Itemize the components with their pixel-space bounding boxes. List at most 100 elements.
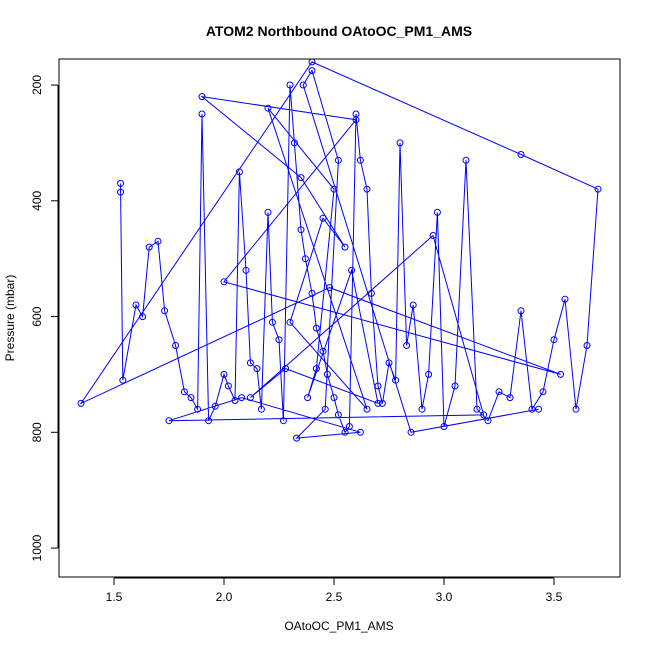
data-point	[572, 405, 580, 413]
data-point	[172, 342, 180, 349]
data-point	[506, 394, 514, 402]
y-tick-label: 1000	[30, 534, 44, 561]
data-point	[161, 307, 169, 315]
data-point	[363, 185, 371, 193]
data-point	[308, 59, 316, 66]
data-point	[440, 423, 448, 430]
data-point	[334, 156, 342, 164]
data-point	[326, 284, 334, 292]
data-point	[297, 174, 305, 182]
data-point	[407, 428, 415, 436]
y-axis: 200 400 600 800 1000	[30, 75, 59, 561]
data-point	[117, 179, 125, 187]
data-point	[462, 156, 470, 164]
data-point	[257, 405, 265, 413]
data-point	[279, 417, 287, 425]
plot-area	[77, 59, 602, 442]
y-tick-label: 200	[30, 75, 44, 95]
data-point	[139, 313, 147, 321]
data-point	[299, 81, 307, 89]
data-point	[198, 93, 206, 101]
data-point	[253, 365, 261, 373]
data-point	[268, 318, 276, 326]
data-point	[194, 405, 202, 413]
data-point	[231, 397, 239, 404]
data-point	[356, 428, 364, 436]
data-point	[297, 226, 305, 234]
chart-title: ATOM2 Northbound OAtoOC_PM1_AMS	[206, 23, 472, 39]
data-point	[312, 365, 320, 373]
x-axis-label: OAtoOC_PM1_AMS	[284, 619, 393, 633]
data-point	[409, 301, 417, 309]
data-point	[396, 139, 404, 147]
data-point	[374, 382, 382, 390]
data-point	[484, 417, 492, 425]
data-point	[528, 405, 536, 413]
x-tick-label: 2.0	[216, 590, 233, 604]
data-point	[321, 405, 329, 413]
data-point	[235, 168, 243, 176]
data-point	[535, 405, 543, 413]
data-point	[246, 359, 254, 367]
data-point	[348, 266, 356, 274]
data-point	[345, 423, 353, 430]
data-point	[264, 104, 272, 112]
data-point	[425, 370, 433, 378]
data-point	[293, 434, 301, 442]
data-point	[205, 417, 213, 425]
series-line	[79, 61, 599, 439]
data-point	[341, 243, 349, 251]
data-point	[418, 405, 426, 413]
data-point	[392, 376, 400, 384]
x-axis: 1.5 2.0 2.5 3.0 3.5	[106, 577, 563, 604]
x-tick-label: 2.5	[326, 590, 343, 604]
y-tick-label: 600	[30, 306, 44, 326]
data-point	[319, 214, 327, 222]
data-point	[433, 208, 441, 216]
data-point	[557, 370, 565, 378]
data-point	[290, 139, 298, 147]
data-point	[165, 417, 173, 425]
data-point	[187, 394, 195, 402]
data-point	[403, 342, 411, 349]
data-point	[385, 359, 393, 367]
data-point	[308, 289, 316, 297]
x-tick-label: 3.0	[436, 590, 453, 604]
data-point	[550, 336, 558, 344]
data-point	[583, 342, 591, 349]
data-point	[242, 266, 250, 274]
data-point	[77, 399, 85, 407]
data-point	[495, 388, 503, 396]
data-point	[594, 185, 602, 193]
data-point	[374, 399, 382, 407]
data-point	[480, 411, 488, 419]
data-point	[145, 243, 153, 251]
data-point	[356, 156, 364, 164]
data-point	[220, 278, 228, 286]
data-point	[517, 151, 525, 158]
data-point	[312, 324, 320, 332]
plot-frame	[58, 58, 621, 578]
data-point	[451, 382, 459, 390]
data-point	[238, 394, 246, 402]
data-point	[330, 394, 338, 402]
data-point	[539, 388, 547, 396]
data-point	[286, 81, 294, 89]
data-point	[330, 185, 338, 193]
x-tick-label: 3.5	[546, 590, 563, 604]
data-point	[224, 382, 232, 390]
data-point	[132, 301, 140, 309]
y-axis-label: Pressure (mbar)	[3, 275, 17, 362]
data-point	[308, 67, 316, 75]
data-point	[334, 411, 342, 419]
data-point	[367, 289, 375, 297]
data-point	[275, 336, 283, 344]
data-point	[517, 307, 525, 315]
data-point	[304, 394, 312, 402]
data-point	[561, 295, 569, 303]
data-point	[341, 428, 349, 436]
data-point	[264, 208, 272, 216]
data-point	[301, 255, 309, 263]
x-tick-label: 1.5	[106, 590, 123, 604]
data-point	[117, 188, 125, 196]
